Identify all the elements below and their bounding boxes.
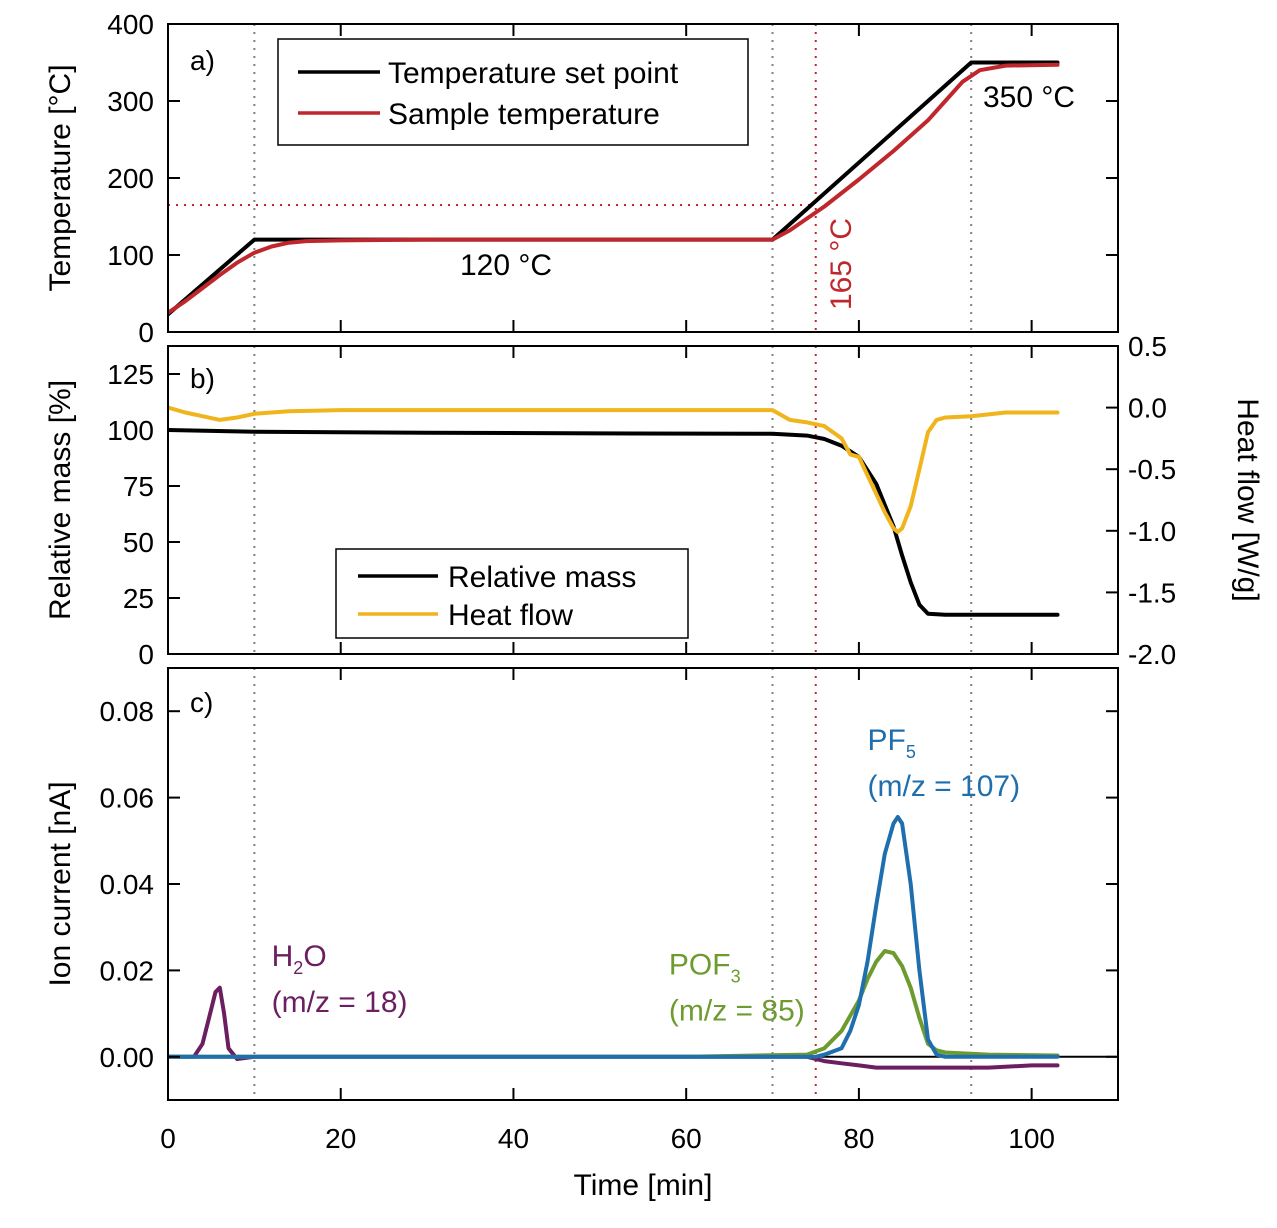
panel-c-frame	[167, 667, 1119, 1101]
panel-c: 0.00 0.02 0.04 0.06 0.08 c) H2O (m/z = 18) POF…	[44, 667, 1119, 1101]
x-axis: 0 20 40 60 80 100	[160, 1123, 1055, 1154]
xtick-label-3: 60	[671, 1123, 702, 1154]
y2tick-label-4: 0.0	[1128, 393, 1167, 424]
xtick-label-1: 20	[325, 1123, 356, 1154]
annotation-120C: 120 °C	[460, 249, 552, 282]
legend-label-sample-temp: Sample temperature	[388, 98, 660, 131]
ytick-label-c-1: 0.02	[100, 955, 155, 986]
panel-c-ylabel: Ion current [nA]	[44, 781, 77, 986]
ytick-label-c-3: 0.06	[100, 783, 155, 814]
panel-c-series	[168, 815, 1060, 1070]
panel-a-axis-ticks: 0 100 200 300 400	[107, 9, 1118, 348]
legend-label-set-point: Temperature set point	[388, 57, 679, 90]
ytick-label-a-0: 0	[138, 317, 154, 348]
panel-b-frame	[167, 345, 1119, 655]
x-axis-label: Time [min]	[574, 1169, 713, 1202]
panel-c-annotations: H2O (m/z = 18) POF3 (m/z = 85) PF5 (m/z = 107…	[272, 724, 1020, 1028]
xtick-label-2: 40	[498, 1123, 529, 1154]
series-pf5-m-z-107	[168, 815, 1060, 1059]
panel-a-reference-lines	[168, 24, 973, 332]
panel-b-legend: Relative mass Heat flow	[335, 548, 689, 639]
y2tick-label-2: -1.0	[1128, 516, 1176, 547]
xtick-label-5: 100	[1008, 1123, 1055, 1154]
species-mz-2: (m/z = 107)	[868, 770, 1021, 803]
panel-b-label: b)	[190, 363, 215, 394]
ytick-label-c-4: 0.08	[100, 696, 155, 727]
panel-a-legend: Temperature set point Sample temperature	[277, 38, 749, 146]
panel-b-y2label: Heat flow [W/g]	[1231, 398, 1264, 601]
species-mz-1: (m/z = 85)	[669, 995, 805, 1028]
ytick-label-a-1: 100	[107, 240, 154, 271]
ytick-label-b-1: 25	[123, 583, 154, 614]
xtick-label-0: 0	[160, 1123, 176, 1154]
ytick-label-a-3: 300	[107, 86, 154, 117]
ytick-label-b-0: 0	[138, 639, 154, 670]
panel-a: 0 100 200 300 400 a) Temperature set point S…	[44, 9, 1119, 348]
panel-a-label: a)	[190, 45, 215, 76]
panel-c-reference-lines	[168, 668, 1118, 1100]
legend-label-relative-mass: Relative mass	[448, 561, 636, 594]
panel-a-series	[168, 60, 1060, 317]
species-mz-0: (m/z = 18)	[272, 986, 408, 1019]
panel-a-ylabel: Temperature [°C]	[44, 64, 77, 291]
panel-b: 0 25 50 75 100 125 -2.0 -1.5 -1.0 -0.5 0.0 0.5 b) R…	[44, 331, 1264, 670]
xtick-label-4: 80	[843, 1123, 874, 1154]
panel-c-label: c)	[190, 687, 213, 718]
species-label-0: H2O	[272, 940, 327, 978]
y2tick-label-3: -0.5	[1128, 454, 1176, 485]
legend-box	[335, 548, 689, 639]
ytick-label-b-3: 75	[123, 471, 154, 502]
species-label-2: PF5	[868, 724, 916, 762]
panel-b-ylabel: Relative mass [%]	[44, 380, 77, 620]
panel-c-axis-ticks: 0.00 0.02 0.04 0.06 0.08	[100, 668, 1118, 1100]
species-label-1: POF3	[669, 949, 741, 987]
y2tick-label-1: -1.5	[1128, 577, 1176, 608]
annotation-165C: 165 °C	[825, 218, 858, 310]
y2tick-label-0: -2.0	[1128, 639, 1176, 670]
ytick-label-b-5: 125	[107, 359, 154, 390]
y2tick-label-5: 0.5	[1128, 331, 1167, 362]
ytick-label-b-2: 50	[123, 527, 154, 558]
ytick-label-a-2: 200	[107, 163, 154, 194]
legend-label-heat-flow: Heat flow	[448, 599, 573, 632]
panel-b-axis-ticks: 0 25 50 75 100 125 -2.0 -1.5 -1.0 -0.5 0.0 0.5	[107, 331, 1176, 670]
ytick-label-c-0: 0.00	[100, 1042, 155, 1073]
legend-box	[277, 38, 749, 146]
series-sample-temperature	[168, 62, 1060, 315]
series-heat-flow	[168, 405, 1060, 534]
annotation-350C: 350 °C	[983, 81, 1075, 114]
panel-b-reference-lines	[253, 346, 973, 654]
ytick-label-a-4: 400	[107, 9, 154, 40]
ytick-label-c-2: 0.04	[100, 869, 155, 900]
panel-b-series	[168, 405, 1060, 617]
ytick-label-b-4: 100	[107, 415, 154, 446]
